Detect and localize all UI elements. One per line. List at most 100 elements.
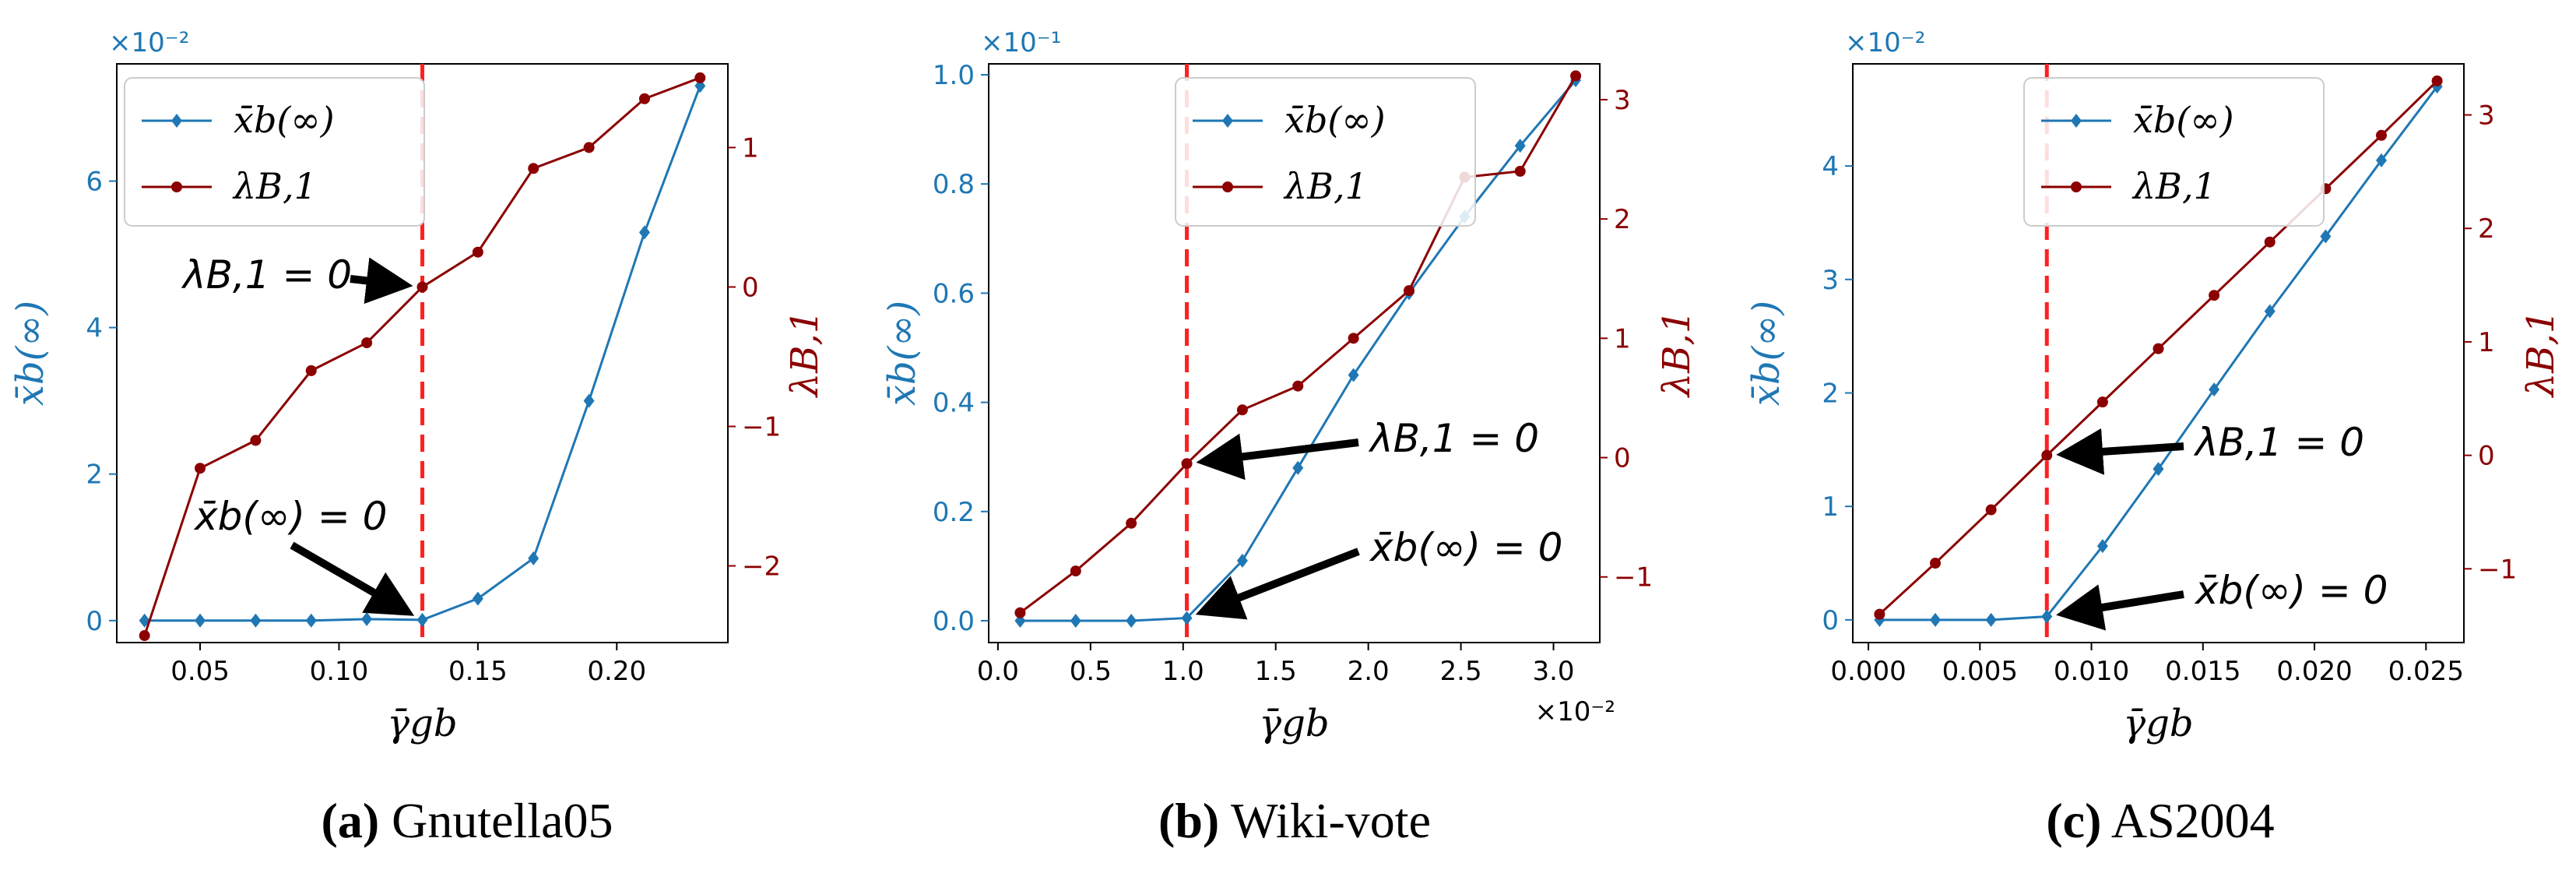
plot-frame	[988, 63, 1601, 643]
y-right-tick-label: −2	[742, 551, 781, 583]
x-axis-label: γ̄gb	[2123, 702, 2193, 745]
data-point-lambda	[1236, 404, 1248, 416]
panel-caption: (b) Wiki-vote	[1158, 793, 1431, 848]
y-right-tick-label: 0	[2478, 441, 2495, 472]
chart-panel-2: 0.0 0.5 1.0 1.5 2.0 2.5 3.0 0.0 0.2 0.4 0.6 0.8 1.0 −…	[880, 27, 1699, 848]
y-right-tick-label: 2	[2478, 213, 2495, 245]
data-point-lambda	[528, 163, 539, 174]
data-point-xb	[1292, 460, 1304, 475]
x-axis-label: γ̄gb	[1259, 702, 1329, 745]
y-left-tick-label: 4	[86, 313, 103, 344]
caption-letter: (c)	[2046, 793, 2101, 848]
data-point-lambda	[583, 142, 595, 153]
data-point-xb	[2264, 304, 2276, 319]
caption-name: AS2004	[2101, 793, 2274, 848]
x-tick-label: 3.0	[1532, 656, 1574, 687]
data-point-xb	[2153, 462, 2164, 477]
legend-box	[1175, 77, 1476, 227]
legend-marker	[1222, 181, 1233, 192]
data-point-lambda	[2041, 449, 2053, 461]
data-point-lambda	[2431, 75, 2443, 86]
y-left-axis-label: x̄b(∞)	[880, 301, 924, 406]
data-point-lambda	[2209, 290, 2220, 301]
y-right-tick-label: 1	[1614, 323, 1631, 354]
y-right-tick-label: −1	[742, 411, 781, 442]
y-right-tick-label: 2	[1614, 204, 1631, 235]
y-right-tick-label: 3	[1614, 85, 1631, 116]
y-left-tick-label: 0.8	[933, 169, 975, 200]
data-point-lambda	[1292, 380, 1304, 392]
data-point-xb	[361, 611, 373, 626]
annotation-text: λB,1 = 0	[2193, 420, 2364, 465]
y-right-axis-label: λB,1	[2519, 310, 2563, 399]
data-point-lambda	[1985, 504, 1997, 516]
legend-marker	[171, 181, 182, 192]
legend-marker	[1222, 114, 1233, 128]
data-point-xb	[1348, 368, 1359, 382]
data-point-xb	[638, 225, 650, 240]
x-tick-label: 1.5	[1255, 656, 1297, 687]
data-point-lambda	[2153, 343, 2164, 354]
annotation-text: λB,1 = 0	[181, 252, 352, 298]
y-left-tick-label: 3	[1822, 265, 1839, 296]
data-point-lambda	[1181, 458, 1193, 470]
caption-name: Wiki-vote	[1219, 793, 1431, 848]
data-point-xb	[472, 591, 483, 606]
y-left-tick-label: 0.4	[933, 388, 975, 419]
x-tick-label: 2.0	[1348, 656, 1390, 687]
caption-name: Gnutella05	[379, 793, 613, 848]
data-point-xb	[305, 613, 317, 628]
x-tick-label: 2.5	[1440, 656, 1482, 687]
data-point-xb	[528, 551, 539, 565]
data-point-xb	[1070, 613, 1081, 628]
legend-entry: x̄b(∞)	[234, 99, 335, 141]
data-point-lambda	[361, 337, 373, 349]
caption-letter: (b)	[1158, 793, 1219, 848]
y-right-tick-label: 0	[742, 272, 759, 303]
data-point-xb	[416, 612, 428, 627]
data-point-lambda	[1403, 285, 1415, 297]
y-left-tick-label: 2	[86, 460, 103, 491]
y-left-tick-label: 1.0	[933, 60, 975, 91]
data-point-xb	[1126, 613, 1137, 628]
data-point-lambda	[1070, 565, 1081, 577]
x-tick-label: 0.10	[310, 656, 369, 687]
legend-marker	[2071, 114, 2082, 128]
annotation-text: x̄b(∞) = 0	[2194, 568, 2388, 613]
data-point-lambda	[1930, 558, 1942, 569]
x-tick-label: 0.015	[2165, 656, 2240, 687]
y-left-exponent: ×10⁻²	[109, 27, 189, 58]
y-left-axis-label: x̄b(∞)	[1745, 301, 1788, 406]
panel-caption: (a) Gnutella05	[322, 793, 613, 848]
y-left-tick-label: 0.2	[933, 497, 975, 528]
data-point-lambda	[1514, 165, 1526, 177]
x-tick-label: 0.010	[2054, 656, 2129, 687]
x-exponent: ×10⁻²	[1535, 696, 1615, 727]
annotation-text: x̄b(∞) = 0	[193, 494, 388, 539]
x-tick-label: 0.005	[1942, 656, 2018, 687]
data-point-xb	[1181, 611, 1193, 625]
data-point-lambda	[1874, 608, 1885, 620]
y-left-tick-label: 6	[86, 166, 103, 197]
panel-caption: (c) AS2004	[2046, 793, 2274, 848]
legend-entry: λB,1	[1283, 165, 1368, 207]
legend-marker	[171, 114, 182, 128]
y-left-tick-label: 0	[1822, 605, 1839, 636]
annotation-arrow	[2056, 428, 2184, 475]
y-right-tick-label: −1	[2478, 554, 2517, 585]
data-point-lambda	[638, 93, 650, 104]
data-point-lambda	[2096, 396, 2108, 408]
y-left-tick-label: 1	[1822, 491, 1839, 523]
data-point-xb	[195, 613, 206, 628]
data-point-xb	[1985, 612, 1997, 627]
x-tick-label: 0.05	[170, 656, 230, 687]
data-point-lambda	[416, 281, 428, 293]
data-point-lambda	[1348, 333, 1359, 344]
legend-box	[2023, 77, 2325, 227]
data-point-lambda	[195, 463, 206, 474]
data-point-lambda	[2264, 236, 2276, 248]
data-point-xb	[2096, 539, 2108, 554]
data-point-lambda	[250, 435, 262, 446]
y-right-tick-label: 1	[2478, 327, 2495, 358]
